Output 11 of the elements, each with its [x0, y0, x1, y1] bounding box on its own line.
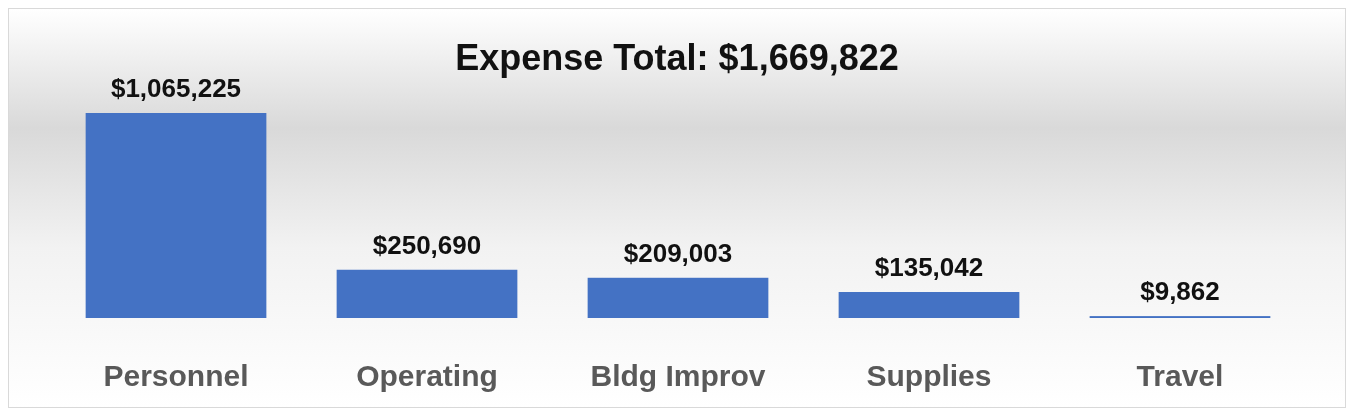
x-tick-label: Operating: [356, 359, 498, 392]
data-label: $209,003: [623, 237, 733, 268]
x-tick-label: Travel: [1136, 359, 1224, 392]
data-label: $135,042: [874, 252, 984, 283]
data-label: $250,690: [372, 229, 482, 260]
x-tick-label: Bldg Improv: [590, 359, 766, 392]
data-label: $1,065,225: [110, 73, 242, 103]
x-tick-label: Personnel: [103, 359, 249, 392]
chart-title: Expense Total: $1,669,822: [455, 37, 899, 78]
x-tick-label: Supplies: [866, 359, 992, 392]
data-label: $9,862: [1140, 276, 1220, 307]
